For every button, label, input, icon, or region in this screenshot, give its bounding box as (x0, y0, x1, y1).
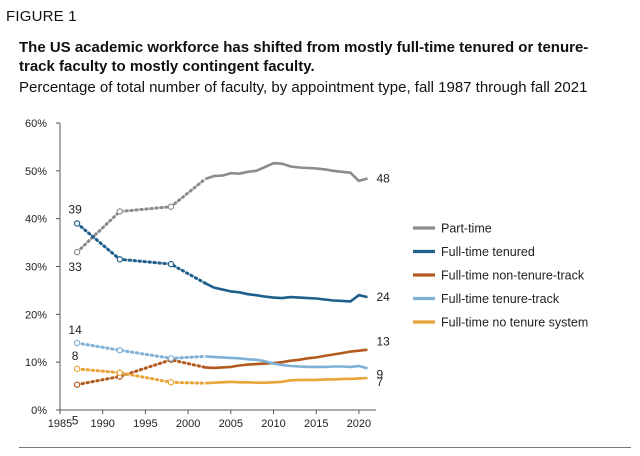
x-tick-label: 1995 (133, 418, 157, 430)
x-tick-label: 1990 (90, 418, 114, 430)
series-full-time-no-tenure-system-survey-point (167, 379, 175, 386)
series-full-time-no-tenure-system-survey-point (73, 365, 81, 373)
x-tick-label: 2015 (304, 418, 328, 430)
y-tick-label: 20% (25, 309, 47, 321)
start-label: 5 (72, 414, 79, 428)
series-full-time-tenured-survey-point (73, 220, 81, 227)
x-tick-label: 2020 (347, 418, 371, 430)
x-tick-label: 2010 (261, 418, 285, 430)
legend-label: Full-time non-tenure-track (441, 269, 585, 283)
end-label: 48 (376, 171, 390, 185)
bottom-rule (19, 447, 631, 448)
end-label: 9 (376, 367, 383, 381)
series-part-time-dotted (75, 177, 207, 254)
y-tick-label: 60% (25, 118, 47, 130)
y-tick-label: 0% (31, 405, 47, 417)
legend-label: Full-time no tenure system (441, 316, 588, 330)
chart-subtitle: Percentage of total number of faculty, b… (19, 79, 588, 96)
series-part-time-line (204, 161, 368, 183)
y-tick-label: 40% (25, 214, 47, 226)
series-full-time-non-tenure-track-line (205, 348, 368, 370)
start-label: 39 (68, 202, 82, 216)
series-part-time-survey-point (167, 203, 175, 210)
series-full-time-tenure-track-line (205, 355, 368, 370)
x-tick-label: 1985 (48, 418, 72, 430)
chart-title: The US academic workforce has shifted fr… (19, 39, 589, 75)
series-full-time-tenure-track-survey-point (73, 339, 81, 347)
start-label: 8 (72, 349, 79, 363)
legend-label: Part-time (441, 222, 492, 236)
end-label: 24 (376, 290, 390, 304)
y-tick-label: 30% (25, 262, 47, 274)
x-tick-label: 2000 (176, 418, 200, 430)
figure-label: FIGURE 1 (6, 8, 77, 25)
series-part-time-survey-point (116, 208, 123, 215)
end-label: 7 (376, 375, 383, 389)
y-tick-label: 50% (25, 166, 47, 178)
series-full-time-tenure-track-survey-point (167, 355, 175, 362)
x-tick-label: 2005 (219, 418, 243, 430)
series-full-time-non-tenure-track-dotted (75, 358, 207, 387)
series-full-time-tenured-dotted (75, 221, 207, 285)
series-full-time-tenured-line (204, 282, 368, 303)
series-full-time-tenured-survey-point (167, 260, 175, 268)
end-label: 13 (376, 335, 390, 349)
legend-label: Full-time tenured (441, 245, 535, 259)
y-tick-label: 10% (25, 357, 47, 369)
legend-label: Full-time tenure-track (441, 292, 560, 306)
series-full-time-no-tenure-system-survey-point (116, 369, 123, 376)
series-full-time-tenure-track-dotted (75, 341, 207, 360)
start-label: 33 (68, 260, 82, 274)
series-full-time-no-tenure-system-dotted (75, 367, 207, 385)
series-full-time-tenured-survey-point (116, 256, 123, 263)
start-label: 14 (68, 323, 82, 337)
series-full-time-non-tenure-track-survey-point (73, 381, 81, 388)
series-part-time-survey-point (73, 248, 81, 256)
series-full-time-no-tenure-system-line (205, 376, 368, 385)
series-full-time-tenure-track-survey-point (116, 347, 123, 354)
